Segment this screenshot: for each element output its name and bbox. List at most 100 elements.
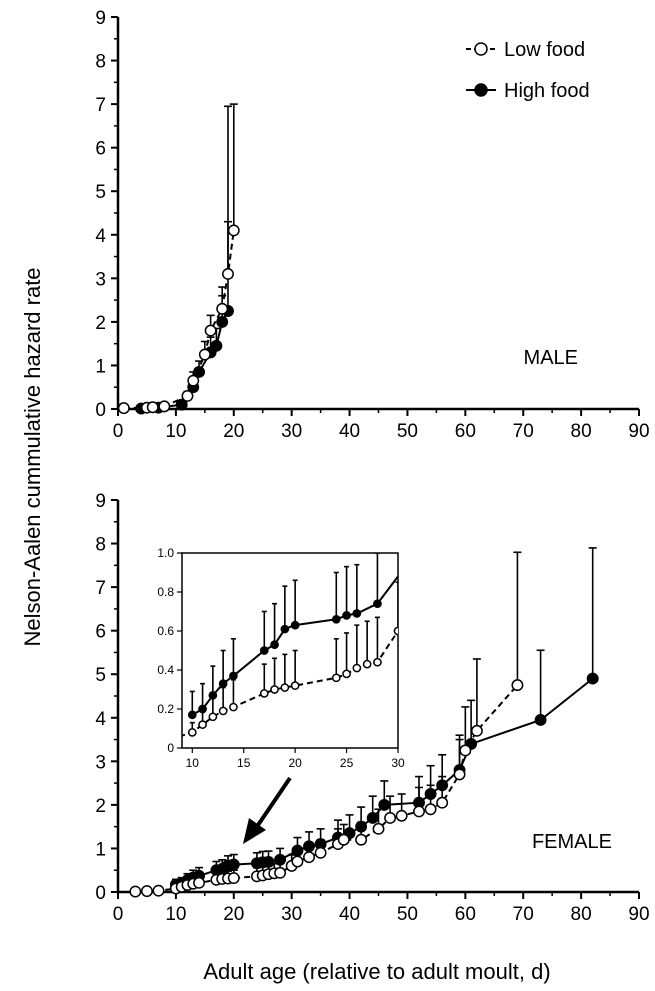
panel-male-y-tick-label: 1	[95, 356, 106, 377]
inset-point	[497, 481, 504, 488]
inset-point	[405, 608, 412, 615]
panel-female-point	[511, 679, 524, 692]
panel-female-point	[152, 884, 165, 897]
panel-female-y-tick-label: 2	[95, 796, 106, 817]
inset-point	[342, 611, 351, 620]
inset-point	[446, 530, 453, 537]
panel-male-x-tick-label: 70	[513, 421, 534, 442]
panel-female-y-tick-label: 4	[95, 709, 106, 730]
panel-female-point	[355, 833, 368, 846]
panel-female-x-tick-label: 80	[571, 904, 592, 925]
panel-female-point	[129, 885, 142, 898]
panel-male-x-tick-label: 90	[628, 421, 649, 442]
panel-female-y-tick-label: 3	[95, 752, 106, 773]
panel-female-point	[314, 846, 327, 859]
inset-point	[446, 569, 453, 576]
panel-female-x-tick-label: 30	[281, 904, 302, 925]
inset-point	[259, 689, 269, 698]
panel-male-series-high-food	[135, 105, 234, 415]
inset-y-tick-label: 0.6	[157, 624, 174, 638]
inset-point	[425, 588, 432, 595]
panel-female-y-tick-label: 6	[95, 622, 106, 643]
inset-frame	[181, 552, 399, 749]
inset-point	[641, 374, 648, 381]
panel-male-point	[216, 315, 229, 328]
panel-male-series-low-food	[117, 103, 240, 415]
panel-male-point	[216, 302, 229, 315]
panel-male-point	[227, 224, 240, 237]
legend-label: Low food	[504, 39, 585, 61]
panel-male-y-tick-label: 2	[95, 313, 106, 334]
inset-series-line	[191, 574, 398, 716]
inset-x-tick-label: 25	[340, 756, 354, 770]
panel-female-point	[413, 805, 425, 818]
inset-point	[641, 306, 648, 313]
inset-point	[331, 614, 341, 624]
inset-point	[229, 671, 238, 681]
panel-female-point	[193, 876, 205, 889]
inset-point	[477, 501, 484, 508]
inset-arrow	[243, 776, 292, 844]
inset-point	[342, 669, 351, 679]
panel-female-point	[384, 812, 397, 824]
inset-x-tick-label: 10	[186, 756, 200, 770]
panel-female-point	[372, 822, 385, 835]
panel-label-female: FEMALE	[532, 831, 612, 853]
inset-x-tick-label: 30	[391, 756, 405, 770]
panel-male-y-tick-label: 4	[95, 226, 106, 247]
panel-female-point	[291, 855, 304, 868]
panel-label-male: MALE	[524, 347, 578, 369]
inset-point	[352, 663, 362, 673]
inset-point	[331, 673, 341, 683]
panel-female-point	[303, 851, 315, 864]
inset-arrow-shaft	[254, 776, 292, 830]
panel-male-x-tick-label: 60	[455, 421, 476, 442]
panel-male-x-tick-label: 50	[397, 421, 418, 442]
inset-point	[208, 712, 218, 722]
inset-point	[569, 413, 576, 420]
inset-point	[362, 659, 372, 669]
inset-point	[538, 413, 545, 420]
panel-female-x-tick-label: 70	[513, 904, 534, 925]
series-layer: 0 0.2 0.4 0.6 0.8 1.0 10 15 20 25 30	[117, 103, 648, 898]
y-axis-title: Nelson-Aalen cummulative hazard rate	[20, 267, 45, 646]
inset-x-tick-label: 15	[237, 756, 251, 770]
panel-female-y-tick-label: 0	[95, 883, 106, 904]
panel-male-point	[198, 348, 211, 361]
panel-female-point	[534, 714, 547, 726]
panel-female-point	[274, 866, 287, 879]
inset-y-tick-label: 0.2	[157, 702, 174, 716]
inset-point	[405, 559, 412, 566]
inset-point	[218, 706, 228, 716]
panel-female-point	[227, 872, 240, 885]
inset-point	[518, 510, 525, 517]
panel-female-point	[459, 744, 472, 757]
panel-male-y-tick-label: 6	[95, 139, 106, 160]
legend-marker	[474, 83, 488, 97]
panel-male-point	[181, 389, 194, 402]
inset-point	[158, 739, 165, 746]
legend-marker	[474, 42, 488, 56]
inset-y-tick-label: 0	[167, 741, 174, 755]
inset-point	[621, 384, 628, 391]
inset-point	[229, 702, 238, 712]
inset-point	[198, 720, 207, 729]
panel-female-y-tick-label: 8	[95, 535, 106, 556]
inset-point	[425, 540, 432, 547]
panel-male-y-tick-label: 0	[95, 400, 106, 421]
panel-male-x-tick-label: 80	[571, 421, 592, 442]
inset-series-line	[182, 628, 398, 737]
panel-female-point	[453, 768, 466, 781]
inset-point	[270, 685, 279, 694]
panel-male-point	[210, 339, 223, 352]
panel-male-x-tick-label: 40	[339, 421, 360, 442]
panel-female-y-tick-label: 9	[95, 491, 106, 512]
panel-female-x-tick-label: 50	[397, 904, 418, 925]
panel-female-y-tick-label: 1	[95, 839, 106, 860]
inset-point	[393, 626, 398, 636]
x-axis-title: Adult age (relative to adult moult, d)	[203, 959, 550, 984]
panel-female-point	[366, 812, 379, 824]
panel-male-y-tick-label: 3	[95, 269, 106, 290]
